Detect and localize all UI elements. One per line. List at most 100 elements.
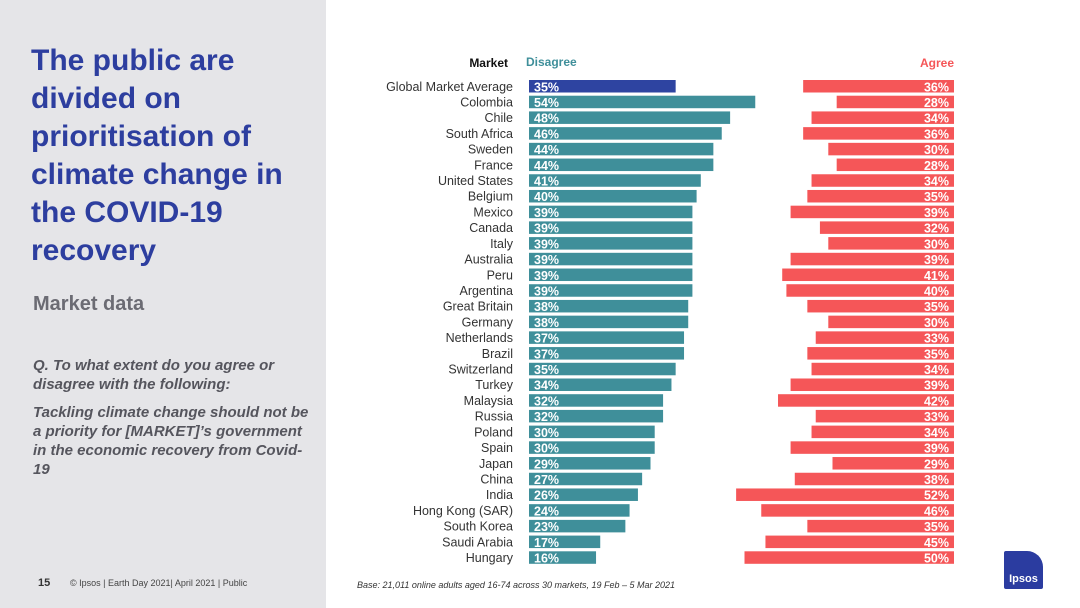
- logo-text: Ipsos: [1009, 573, 1038, 585]
- disagree-value-label: 29%: [534, 457, 559, 471]
- disagree-value-label: 44%: [534, 143, 559, 157]
- category-label: Argentina: [459, 284, 513, 298]
- agree-bar: [736, 488, 954, 501]
- agree-bar: [811, 425, 954, 439]
- category-label: Italy: [490, 237, 514, 251]
- agree-value-label: 32%: [924, 222, 949, 236]
- disagree-value-label: 46%: [534, 127, 559, 141]
- agree-value-label: 46%: [924, 504, 949, 518]
- ipsos-logo: Ipsos: [1004, 551, 1043, 589]
- disagree-value-label: 35%: [534, 363, 559, 377]
- disagree-bar: [529, 174, 701, 187]
- agree-bar: [765, 535, 954, 549]
- category-label: Global Market Average: [386, 80, 513, 94]
- agree-bar: [815, 409, 954, 423]
- agree-value-label: 35%: [924, 347, 949, 361]
- disagree-value-label: 23%: [534, 520, 559, 534]
- agree-bar: [828, 237, 954, 250]
- category-label: Belgium: [468, 190, 513, 204]
- agree-bar: [828, 142, 954, 156]
- disagree-bar: [529, 519, 626, 533]
- category-label: Hungary: [466, 551, 514, 565]
- disagree-value-label: 37%: [534, 332, 559, 346]
- disagree-value-label: 27%: [534, 473, 559, 487]
- category-label: Switzerland: [448, 363, 513, 377]
- agree-bar: [803, 127, 954, 140]
- header-market: Market: [469, 56, 508, 70]
- disagree-value-label: 39%: [534, 269, 559, 283]
- disagree-bar: [529, 237, 693, 250]
- agree-value-label: 39%: [924, 379, 949, 393]
- disagree-value-label: 26%: [534, 489, 559, 503]
- disagree-bar: [529, 315, 689, 329]
- agree-bar: [807, 299, 954, 313]
- disagree-value-label: 44%: [534, 159, 559, 173]
- agree-bar: [836, 158, 954, 172]
- agree-bar: [778, 394, 954, 407]
- footer-text: © Ipsos | Earth Day 2021| April 2021 | P…: [70, 578, 248, 588]
- agree-value-label: 28%: [924, 96, 949, 110]
- disagree-bar: [529, 378, 672, 391]
- category-label: Japan: [479, 457, 513, 471]
- disagree-value-label: 39%: [534, 222, 559, 236]
- category-label: South Korea: [444, 520, 514, 534]
- disagree-bar: [529, 362, 676, 376]
- agree-value-label: 39%: [924, 253, 949, 267]
- category-label: Poland: [474, 425, 513, 439]
- disagree-bar: [529, 394, 664, 407]
- category-label: Netherlands: [446, 331, 513, 345]
- agree-bar: [790, 252, 954, 266]
- agree-value-label: 33%: [924, 332, 949, 346]
- disagree-bar: [529, 409, 664, 423]
- disagree-value-label: 16%: [534, 552, 559, 566]
- disagree-value-label: 24%: [534, 504, 559, 518]
- disagree-value-label: 39%: [534, 284, 559, 298]
- agree-value-label: 52%: [924, 489, 949, 503]
- disagree-value-label: 39%: [534, 253, 559, 267]
- section-subtitle: Market data: [33, 293, 145, 315]
- disagree-value-label: 34%: [534, 379, 559, 393]
- agree-bar: [819, 221, 954, 234]
- agree-value-label: 41%: [924, 269, 949, 283]
- agree-value-label: 35%: [924, 300, 949, 314]
- disagree-value-label: 39%: [534, 237, 559, 251]
- agree-bar: [828, 315, 954, 329]
- agree-bar: [811, 111, 954, 124]
- agree-bar: [836, 95, 954, 109]
- agree-value-label: 29%: [924, 457, 949, 471]
- agree-value-label: 39%: [924, 442, 949, 456]
- agree-bar: [832, 457, 954, 470]
- agree-bar: [807, 347, 954, 360]
- agree-value-label: 36%: [924, 127, 949, 141]
- disagree-value-label: 39%: [534, 206, 559, 220]
- disagree-bar: [529, 425, 655, 439]
- disagree-value-label: 35%: [534, 80, 559, 94]
- agree-value-label: 39%: [924, 206, 949, 220]
- category-label: Malaysia: [464, 394, 513, 408]
- agree-bar: [803, 80, 954, 93]
- category-label: Canada: [469, 221, 513, 235]
- agree-bar: [761, 504, 954, 517]
- agree-value-label: 34%: [924, 175, 949, 189]
- category-label: Russia: [475, 410, 513, 424]
- disagree-bar: [529, 299, 689, 313]
- header-disagree: Disagree: [526, 55, 577, 69]
- disagree-bar: [529, 472, 643, 486]
- disagree-value-label: 38%: [534, 316, 559, 330]
- agree-value-label: 38%: [924, 473, 949, 487]
- disagree-bar: [529, 535, 601, 549]
- disagree-value-label: 30%: [534, 426, 559, 440]
- disagree-bar: [529, 268, 693, 282]
- category-label: China: [480, 473, 513, 487]
- agree-value-label: 30%: [924, 143, 949, 157]
- disagree-value-label: 17%: [534, 536, 559, 550]
- agree-value-label: 35%: [924, 520, 949, 534]
- category-label: Turkey: [475, 378, 513, 392]
- agree-value-label: 34%: [924, 363, 949, 377]
- disagree-bar: [529, 504, 630, 517]
- disagree-bar: [529, 142, 714, 156]
- category-label: Saudi Arabia: [442, 535, 513, 549]
- agree-bar: [811, 362, 954, 376]
- disagree-value-label: 48%: [534, 112, 559, 126]
- page-title: The public are divided on prioritisation…: [31, 44, 283, 267]
